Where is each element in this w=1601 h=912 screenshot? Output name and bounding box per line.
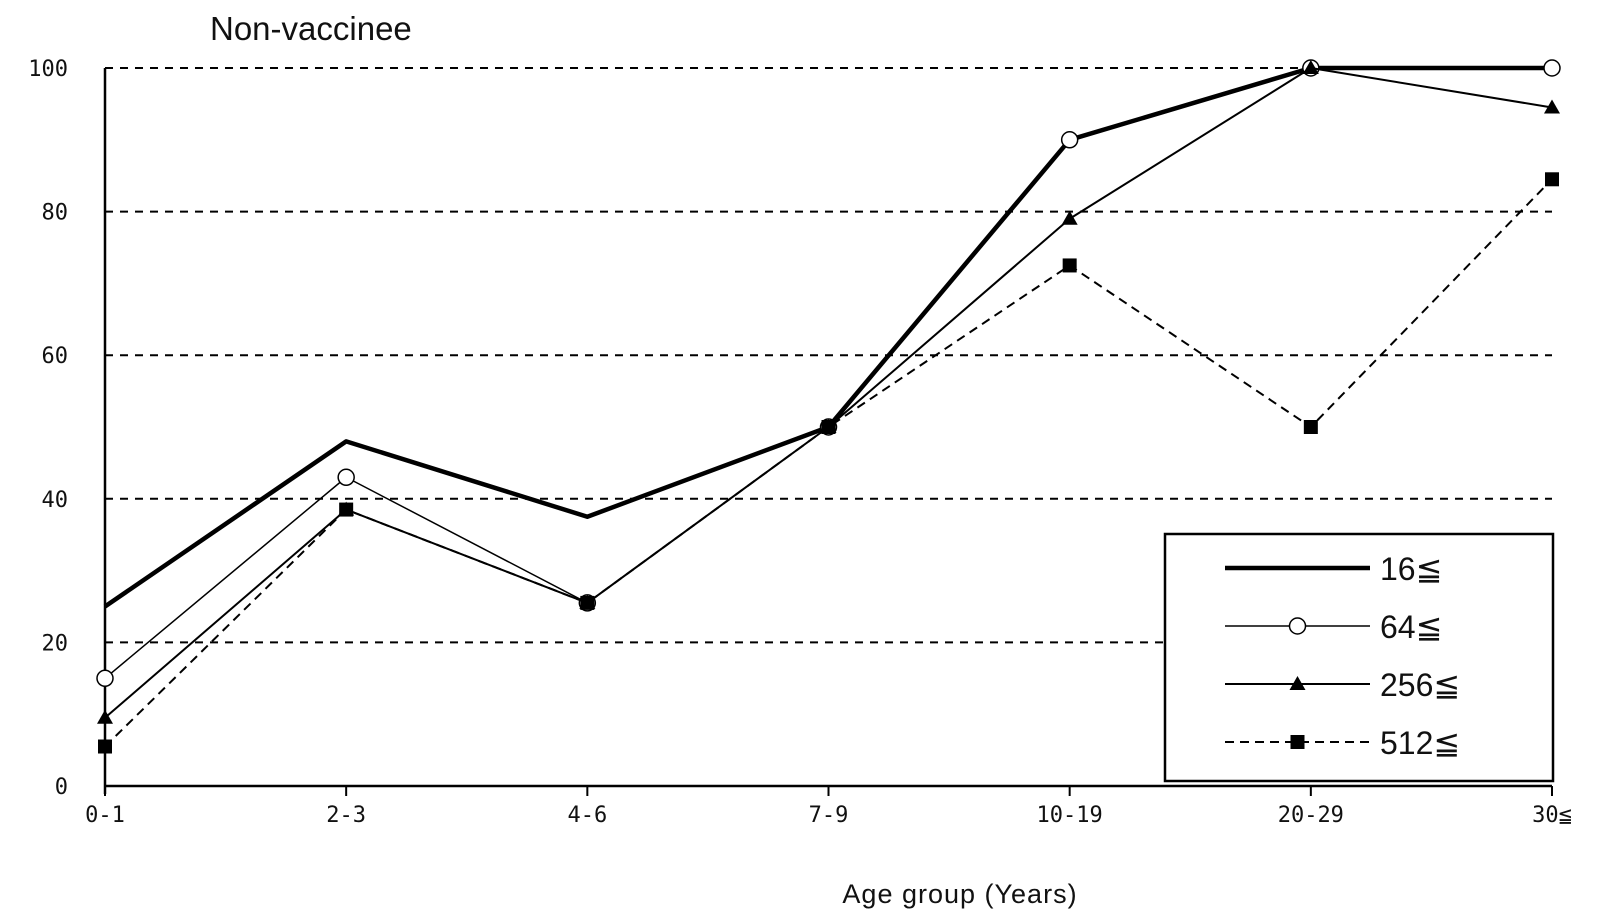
series-1-point-1 bbox=[337, 468, 355, 487]
y-tick-label-100: 100 bbox=[28, 57, 68, 82]
x-tick-label-6: 30≦ bbox=[1532, 803, 1572, 828]
series-2-point-5 bbox=[1302, 60, 1319, 74]
axes: 0 20 40 60 80 100 0-1 2-3 4-6 7-9 10-19 20-29 30≦ bbox=[28, 57, 1572, 828]
x-tick-label-3: 7-9 bbox=[809, 803, 849, 828]
series-3-point-0 bbox=[98, 739, 112, 754]
series-1-point-0 bbox=[96, 669, 114, 688]
legend-marker-3 bbox=[1290, 735, 1305, 749]
legend-marker-1 bbox=[1288, 617, 1307, 635]
legend-label-3: 512≦ bbox=[1380, 725, 1460, 761]
series-1-point-4 bbox=[1060, 131, 1079, 149]
y-tick-label-80: 80 bbox=[42, 201, 69, 226]
series-3-point-4 bbox=[1062, 258, 1077, 273]
legend-marker-2 bbox=[1289, 676, 1306, 690]
x-axis-label: Age group (Years) bbox=[842, 879, 1077, 909]
x-tick-label-0: 0-1 bbox=[85, 803, 125, 828]
series-3-point-6 bbox=[1545, 172, 1559, 187]
x-tick-label-4: 10-19 bbox=[1037, 803, 1103, 828]
series-3-point-2 bbox=[580, 595, 595, 610]
series-3-point-1 bbox=[339, 502, 354, 517]
legend-box bbox=[1163, 532, 1555, 783]
series-2-point-4 bbox=[1061, 210, 1078, 225]
legend: 16≦ 64≦ 256≦ 512≦ bbox=[1163, 532, 1555, 783]
y-tick-label-40: 40 bbox=[42, 488, 69, 513]
legend-label-0: 16≦ bbox=[1380, 551, 1442, 587]
y-tick-label-60: 60 bbox=[42, 344, 69, 369]
y-tick-label-0: 0 bbox=[55, 775, 68, 800]
series bbox=[96, 59, 1561, 754]
series-2-point-6 bbox=[1544, 99, 1560, 114]
x-tick-label-1: 2-3 bbox=[326, 803, 366, 828]
legend-label-2: 256≦ bbox=[1380, 667, 1460, 703]
series-line-0 bbox=[103, 65, 1552, 609]
series-3-point-3 bbox=[821, 420, 836, 434]
x-tick-label-5: 20-29 bbox=[1278, 803, 1344, 828]
series-2-point-0 bbox=[97, 709, 113, 724]
legend-label-1: 64≦ bbox=[1380, 609, 1442, 645]
series-3-point-5 bbox=[1303, 420, 1318, 434]
chart-title: Non-vaccinee bbox=[210, 10, 412, 47]
x-tick-label-2: 4-6 bbox=[567, 803, 607, 828]
series-1-point-6 bbox=[1543, 59, 1561, 77]
y-tick-label-20: 20 bbox=[42, 631, 69, 656]
